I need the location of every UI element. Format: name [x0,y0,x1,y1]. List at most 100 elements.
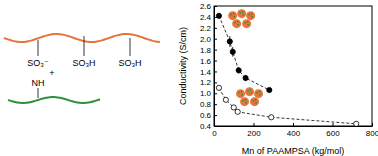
y-tick-mark [214,28,217,29]
particle [240,97,249,106]
y-axis-title: Conductivity (S/cm) [178,27,188,105]
x-axis-title: Mn of PAAMPSA (kg/mol) [242,146,344,156]
group-label: SO₃⁻ [27,58,49,68]
x-tick: 800 [366,123,378,138]
particle-dot [247,24,249,26]
particle-dot [233,13,235,15]
group-label: SO₃H [118,58,141,68]
particle [237,9,246,18]
polymer-chain [8,97,100,103]
y-tick-label: 0.8 [200,100,212,109]
particle-dot [251,16,253,18]
y-tick: 1.2 [200,78,217,87]
x-tick-mark [372,123,373,126]
x-tick-mark [293,123,294,126]
y-tick-mark [214,93,217,94]
particle-dot [237,21,239,23]
particle [236,89,245,98]
particle-dot [239,12,241,14]
particle-dot [247,90,249,92]
y-tick-mark [214,126,217,127]
particle-dot [241,94,243,96]
series-line [219,16,269,90]
particle [242,19,251,28]
x-tick-mark [333,123,334,126]
y-tick-label: 1.0 [200,89,212,98]
particle [232,19,241,28]
y-tick: 0.8 [200,100,217,109]
particle-dot [255,99,257,101]
y-tick-label: 1.2 [200,78,212,87]
x-tick-label: 200 [247,129,261,138]
y-tick: 2.0 [200,35,217,44]
y-tick-label: 1.4 [200,68,212,77]
x-tick-label: 600 [326,129,340,138]
particle-dot [251,13,253,15]
particle [245,87,254,96]
data-point [216,85,221,90]
data-point [230,49,235,54]
y-tick-label: 1.8 [200,46,212,55]
y-tick-mark [214,82,217,83]
y-tick-label: 0.4 [200,122,212,131]
x-tick: 400 [287,123,301,138]
x-tick-label: 0 [212,129,217,138]
y-tick: 0.6 [200,111,217,120]
data-point [267,87,272,92]
y-axis-line [214,7,215,127]
particle-dot [241,91,243,93]
x-tick: 200 [247,123,261,138]
particle-dot [259,94,261,96]
group-label: SO₃H [72,58,95,68]
x-axis: 0 200 400 600 800 [212,123,378,138]
data-point [235,109,240,114]
plot-area [216,9,358,126]
particle-dot [242,14,244,16]
particle-dot [242,11,244,13]
y-tick: 2.2 [200,24,217,33]
y-tick: 2.6 [200,2,217,11]
particle-dot [250,89,252,91]
data-point [269,115,274,120]
data-point [236,68,241,73]
bond [130,38,131,56]
y-tick-mark [214,50,217,51]
x-tick: 600 [326,123,340,138]
chart: 0 200 400 600 800 0.4 0.6 0.8 1.0 1.21.4 1.6 1.8 2.0… [178,2,378,156]
particle-dot [256,92,258,94]
figure: SO₃⁻+ NH SO₃H SO₃H 0 200 400 600 800 0.4 0.6 0.8 1.0… [0,0,378,156]
data-point [243,75,248,80]
x-axis-line [215,126,373,127]
y-tick: 1.6 [200,57,217,66]
particle-dot [247,21,249,23]
group-label: + [49,68,54,78]
y-tick-label: 2.0 [200,35,212,44]
y-tick-label: 2.6 [200,2,212,11]
particle-dot [244,22,246,24]
particle-dot [233,16,235,18]
group-label: NH [32,78,45,88]
particle-dot [238,92,240,94]
y-tick-mark [214,39,217,40]
particle [250,97,259,106]
y-tick-mark [214,104,217,105]
particle-dot [237,24,239,26]
y-tick: 1.0 [200,89,217,98]
particle [246,11,255,20]
data-point [223,97,228,102]
particle-dot [230,14,232,16]
data-point [216,13,221,18]
data-point [231,105,236,110]
series-line [219,88,356,124]
y-tick: 1.8 [200,46,217,55]
particle [228,11,237,20]
y-tick-label: 2.4 [200,13,212,22]
y-tick-mark [214,6,217,7]
data-point [354,121,359,126]
plot-frame [214,6,372,126]
y-axis: 0.4 0.6 0.8 1.0 1.21.4 1.6 1.8 2.0 2.2 2.4 2.6 [200,2,217,131]
data-point [227,39,232,44]
particle-dot [245,99,247,101]
y-tick-label: 0.6 [200,111,212,120]
particle-dot [234,22,236,24]
